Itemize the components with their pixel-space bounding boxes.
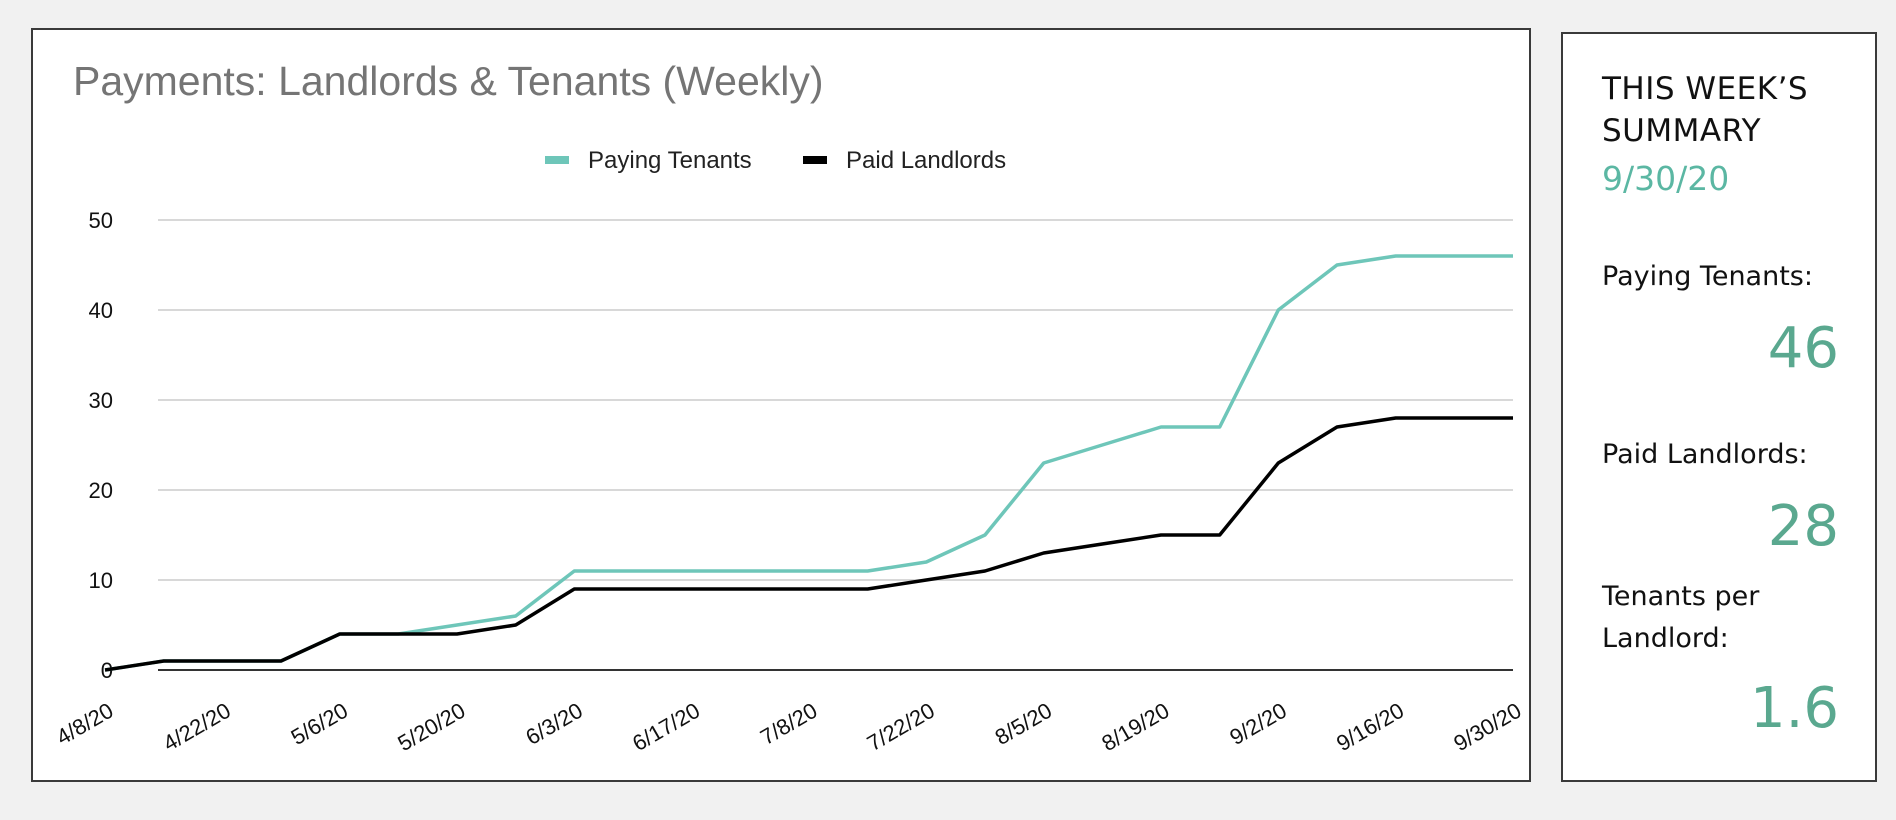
chart-title: Payments: Landlords & Tenants (Weekly) xyxy=(73,58,824,104)
y-tick-label: 30 xyxy=(89,388,113,413)
paid-landlords-label: Paid Landlords: xyxy=(1602,439,1808,470)
chart-grid xyxy=(158,219,1513,671)
x-tick-label: 9/16/20 xyxy=(1332,698,1408,756)
legend-swatch xyxy=(545,156,569,164)
x-tick-label: 7/8/20 xyxy=(756,698,821,750)
x-tick-label: 9/30/20 xyxy=(1449,698,1525,756)
chart-legend: Paying Tenants Paid Landlords xyxy=(545,147,1006,174)
x-tick-label: 8/19/20 xyxy=(1097,698,1173,756)
legend-label: Paid Landlords xyxy=(846,147,1006,174)
y-tick-label: 50 xyxy=(89,208,113,233)
x-tick-label: 6/17/20 xyxy=(628,698,704,756)
paying-tenants-label: Paying Tenants: xyxy=(1602,261,1813,292)
x-axis: 4/8/20 4/22/20 5/6/20 5/20/20 6/3/20 6/17/20 7… xyxy=(52,698,1525,756)
chart-series xyxy=(104,254,1513,672)
y-tick-label: 10 xyxy=(89,568,113,593)
x-tick-label: 5/6/20 xyxy=(287,698,352,750)
paid-landlords-value: 28 xyxy=(1767,494,1839,559)
y-tick-label: 40 xyxy=(89,298,113,323)
legend-swatch xyxy=(803,156,827,164)
x-tick-label: 5/20/20 xyxy=(393,698,469,756)
tenants-per-landlord-label: Tenants per Landlord: xyxy=(1602,581,1760,654)
summary-heading: THIS WEEK’S SUMMARY xyxy=(1602,71,1809,149)
x-tick-label: 8/5/20 xyxy=(991,698,1056,750)
x-tick-label: 4/8/20 xyxy=(52,698,117,750)
series-line-paid-landlords xyxy=(104,416,1513,672)
x-tick-label: 7/22/20 xyxy=(863,698,939,756)
summary-panel: THIS WEEK’S SUMMARY 9/30/20 Paying Tenan… xyxy=(1561,32,1877,782)
x-tick-label: 4/22/20 xyxy=(159,698,235,756)
tenants-per-landlord-value: 1.6 xyxy=(1749,676,1839,741)
line-chart: Payments: Landlords & Tenants (Weekly) P… xyxy=(52,58,1525,756)
summary-date: 9/30/20 xyxy=(1602,159,1730,198)
paying-tenants-value: 46 xyxy=(1767,316,1839,381)
series-line-paying-tenants xyxy=(104,254,1513,672)
legend-label: Paying Tenants xyxy=(588,147,752,174)
y-tick-label: 20 xyxy=(89,478,113,503)
chart-card: Payments: Landlords & Tenants (Weekly) P… xyxy=(31,28,1531,782)
x-tick-label: 6/3/20 xyxy=(521,698,586,750)
x-tick-label: 9/2/20 xyxy=(1225,698,1290,750)
